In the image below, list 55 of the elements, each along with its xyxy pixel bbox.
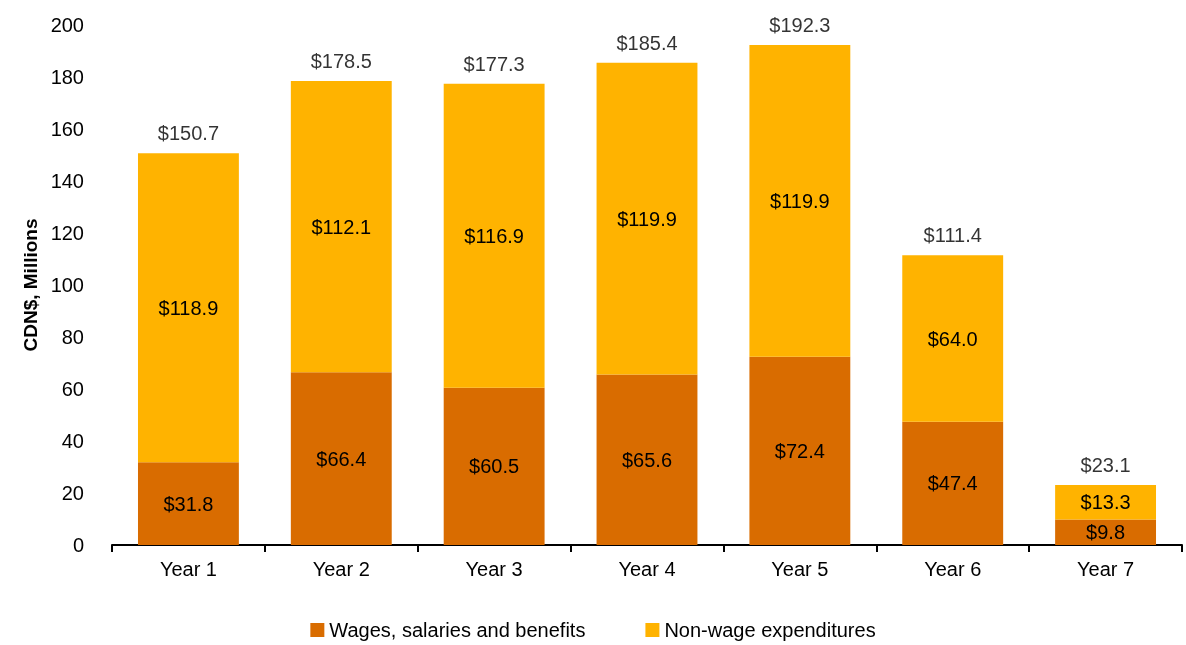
bar [443,83,545,388]
x-tick-label: Year 7 [1077,558,1135,580]
bar [596,62,698,375]
data-label: $64.0 [927,327,978,350]
y-tick-label: 160 [50,118,84,140]
y-tick-label: 60 [61,378,84,400]
data-label: $9.8 [1086,521,1126,544]
total-label: $192.3 [769,14,831,37]
y-tick-label: 200 [50,14,84,36]
total-label: $23.1 [1080,453,1131,476]
data-label: $119.9 [770,189,830,212]
data-label: $116.9 [464,224,524,247]
y-tick-label: 100 [50,274,84,296]
y-tick-label: 180 [50,66,84,88]
legend-label: Non-wage expenditures [664,619,876,641]
data-label: $47.4 [927,472,978,495]
x-tick-label: Year 5 [771,558,829,580]
bar [902,421,1004,545]
total-label: $150.7 [157,122,220,145]
y-tick-label: 140 [50,170,84,192]
total-label: $178.5 [310,49,372,72]
total-label: $111.4 [923,224,982,247]
data-label: $66.4 [316,447,367,470]
total-label: $185.4 [616,31,678,54]
legend-label: Wages, salaries and benefits [329,619,586,641]
bar [1055,484,1157,520]
bar [137,153,239,463]
y-axis-title: CDN$, Millions [19,218,41,352]
data-label: $65.6 [621,448,673,471]
data-label: $119.9 [617,207,677,230]
data-label: $60.5 [469,455,520,478]
bar [290,80,392,373]
x-tick-label: Year 4 [618,558,676,580]
x-tick-label: Year 6 [924,558,982,580]
bar [290,372,392,545]
bar [749,356,851,545]
y-tick-label: 120 [50,222,84,244]
total-label: $177.3 [463,52,525,75]
y-tick-label: 40 [61,430,84,452]
x-tick-label: Year 2 [312,558,370,580]
bar [902,255,1004,422]
y-tick-label: 80 [61,326,84,348]
data-label: $118.9 [158,296,219,319]
y-tick-label: 20 [61,482,84,504]
bar [596,374,698,545]
bar [137,462,239,545]
bar [749,45,851,357]
y-tick-label: 0 [72,534,84,556]
x-tick-label: Year 3 [465,558,523,580]
x-tick-label: Year 1 [159,558,217,580]
data-label: $112.1 [311,215,372,238]
data-label: $72.4 [774,439,825,462]
bar [443,387,545,545]
data-label: $31.8 [163,492,214,515]
data-label: $13.3 [1080,491,1131,514]
